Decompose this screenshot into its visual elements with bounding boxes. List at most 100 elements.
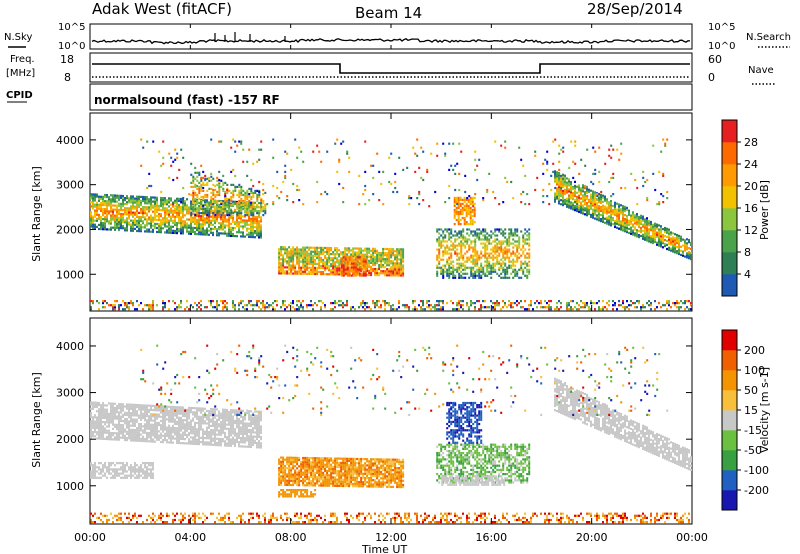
heatmap-cell bbox=[438, 308, 440, 311]
heatmap-cell bbox=[398, 266, 401, 269]
heatmap-cell bbox=[678, 244, 680, 248]
heatmap-cell bbox=[122, 213, 124, 216]
heatmap-cell bbox=[334, 265, 337, 268]
heatmap-cell bbox=[200, 203, 203, 206]
heatmap-cell bbox=[566, 185, 568, 188]
heatmap-cell bbox=[582, 190, 584, 193]
heatmap-cell bbox=[508, 238, 511, 241]
heatmap-cell bbox=[164, 221, 166, 224]
power-colorbar-tick-label: 28 bbox=[744, 136, 758, 149]
heatmap-cell bbox=[406, 166, 409, 169]
heatmap-cell bbox=[662, 172, 665, 175]
y-tick-label: 3000 bbox=[56, 179, 84, 192]
heatmap-cell bbox=[554, 196, 556, 199]
heatmap-cell bbox=[258, 224, 260, 227]
heatmap-cell bbox=[256, 212, 259, 215]
heatmap-cell bbox=[238, 140, 241, 143]
heatmap-cell bbox=[102, 201, 104, 205]
heatmap-cell bbox=[566, 304, 568, 307]
heatmap-cell bbox=[398, 248, 401, 251]
heatmap-cell bbox=[106, 410, 108, 413]
heatmap-cell bbox=[224, 199, 227, 203]
heatmap-cell bbox=[98, 195, 100, 198]
heatmap-cell bbox=[524, 232, 527, 235]
heatmap-cell bbox=[90, 219, 92, 222]
heatmap-cell bbox=[176, 230, 178, 233]
heatmap-cell bbox=[526, 242, 529, 245]
heatmap-cell bbox=[578, 308, 580, 311]
heatmap-cell bbox=[457, 216, 460, 220]
heatmap-cell bbox=[612, 176, 615, 179]
heatmap-cell bbox=[326, 263, 329, 266]
heatmap-cell bbox=[562, 146, 565, 149]
heatmap-cell bbox=[378, 253, 381, 257]
heatmap-cell bbox=[474, 158, 477, 161]
heatmap-cell bbox=[254, 215, 256, 219]
heatmap-cell bbox=[446, 272, 449, 275]
heatmap-cell bbox=[190, 193, 193, 197]
heatmap-cell bbox=[282, 302, 284, 305]
heatmap-cell bbox=[326, 250, 329, 254]
heatmap-cell bbox=[618, 215, 620, 218]
heatmap-cell bbox=[122, 219, 124, 222]
heatmap-cell bbox=[610, 224, 612, 227]
heatmap-cell bbox=[430, 304, 432, 307]
heatmap-cell bbox=[100, 429, 102, 432]
heatmap-cell bbox=[94, 431, 96, 434]
heatmap-cell bbox=[396, 258, 399, 261]
heatmap-cell bbox=[660, 239, 662, 242]
heatmap-cell bbox=[392, 268, 395, 271]
heatmap-cell bbox=[586, 191, 588, 195]
heatmap-cell bbox=[438, 254, 441, 257]
heatmap-cell bbox=[302, 272, 305, 275]
heatmap-cell bbox=[244, 219, 246, 222]
heatmap-cell bbox=[164, 213, 166, 216]
heatmap-cell bbox=[196, 212, 198, 216]
heatmap-cell bbox=[448, 228, 451, 231]
heatmap-cell bbox=[462, 308, 464, 311]
heatmap-cell bbox=[104, 228, 106, 231]
heatmap-cell bbox=[668, 300, 670, 303]
heatmap-cell bbox=[214, 221, 216, 225]
heatmap-cell bbox=[112, 404, 114, 407]
heatmap-cell bbox=[606, 198, 608, 201]
heatmap-cell bbox=[434, 306, 436, 309]
heatmap-cell bbox=[664, 142, 667, 145]
heatmap-cell bbox=[198, 225, 200, 228]
heatmap-cell bbox=[278, 264, 281, 267]
heatmap-cell bbox=[320, 308, 322, 311]
heatmap-cell bbox=[492, 268, 495, 271]
heatmap-cell bbox=[578, 200, 580, 203]
heatmap-cell bbox=[134, 221, 136, 224]
heatmap-cell bbox=[250, 203, 252, 206]
heatmap-cell bbox=[96, 213, 98, 216]
heatmap-cell bbox=[144, 224, 146, 227]
heatmap-cell bbox=[296, 184, 299, 188]
heatmap-cell bbox=[388, 268, 391, 271]
heatmap-cell bbox=[116, 208, 118, 211]
heatmap-cell bbox=[112, 204, 114, 207]
heatmap-cell bbox=[142, 197, 144, 201]
heatmap-cell bbox=[220, 208, 222, 211]
heatmap-cell bbox=[564, 198, 566, 201]
heatmap-cell bbox=[457, 218, 460, 222]
heatmap-cell bbox=[138, 223, 140, 227]
heatmap-cell bbox=[652, 241, 654, 245]
heatmap-cell bbox=[222, 306, 224, 309]
heatmap-cell bbox=[118, 434, 120, 437]
heatmap-cell bbox=[110, 226, 112, 229]
heatmap-cell bbox=[150, 200, 152, 203]
heatmap-cell bbox=[308, 262, 311, 265]
heatmap-cell bbox=[348, 156, 351, 159]
heatmap-cell bbox=[258, 212, 261, 215]
heatmap-cell bbox=[344, 268, 347, 271]
heatmap-cell bbox=[104, 216, 106, 219]
heatmap-cell bbox=[92, 405, 94, 408]
heatmap-cell bbox=[258, 228, 260, 231]
heatmap-cell bbox=[484, 300, 486, 303]
heatmap-cell bbox=[648, 300, 650, 303]
heatmap-cell bbox=[174, 211, 176, 214]
heatmap-cell bbox=[264, 203, 267, 207]
heatmap-cell bbox=[428, 300, 430, 303]
heatmap-cell bbox=[98, 427, 100, 430]
